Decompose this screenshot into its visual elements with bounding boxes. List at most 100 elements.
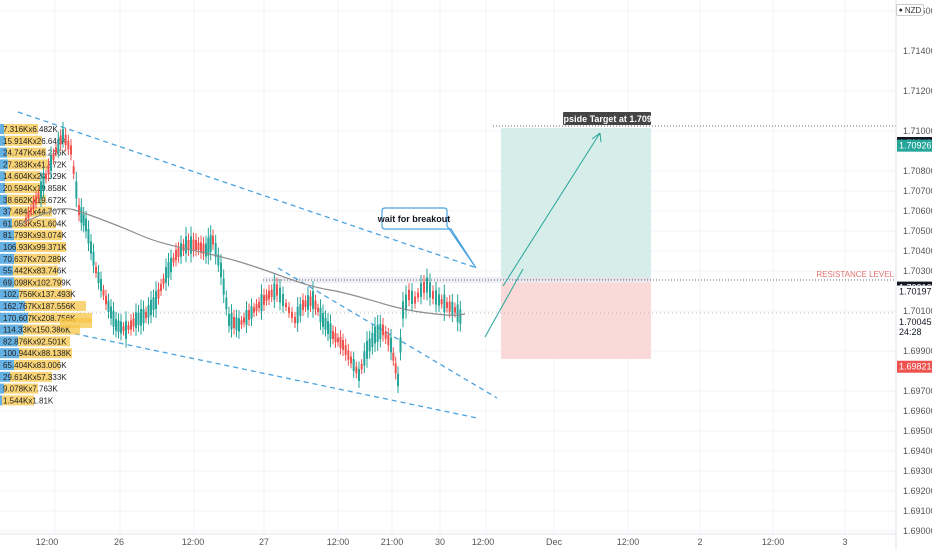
candle-up[interactable] bbox=[363, 351, 366, 366]
candle-up[interactable] bbox=[312, 291, 314, 309]
candle-up[interactable] bbox=[322, 312, 324, 328]
candle-up[interactable] bbox=[167, 262, 170, 278]
candle-down[interactable] bbox=[408, 289, 410, 301]
candle-down[interactable] bbox=[291, 311, 293, 319]
candle-down[interactable] bbox=[265, 294, 268, 301]
candle-down[interactable] bbox=[448, 301, 451, 312]
candle-up[interactable] bbox=[100, 279, 102, 291]
candle-up[interactable] bbox=[170, 257, 172, 273]
candle-down[interactable] bbox=[268, 290, 270, 300]
candle-up[interactable] bbox=[376, 324, 379, 343]
candle-down[interactable] bbox=[52, 153, 55, 160]
candle-down[interactable] bbox=[27, 211, 30, 219]
upper-trendline-ext[interactable] bbox=[277, 267, 498, 399]
candle-down[interactable] bbox=[172, 257, 175, 263]
candle-down[interactable] bbox=[288, 306, 290, 314]
candle-up[interactable] bbox=[235, 317, 238, 331]
candle-down[interactable] bbox=[350, 356, 352, 364]
candle-down[interactable] bbox=[423, 282, 425, 293]
candle-up[interactable] bbox=[97, 271, 100, 284]
candle-up[interactable] bbox=[180, 243, 182, 257]
candle-down[interactable] bbox=[177, 248, 180, 257]
candle-down[interactable] bbox=[197, 242, 200, 250]
candle-down[interactable] bbox=[454, 307, 456, 313]
candle-down[interactable] bbox=[342, 340, 344, 350]
candle-down[interactable] bbox=[200, 242, 202, 253]
candle-down[interactable] bbox=[432, 291, 434, 299]
candle-up[interactable] bbox=[299, 304, 302, 316]
stop-zone[interactable] bbox=[501, 281, 651, 359]
candle-up[interactable] bbox=[80, 207, 83, 223]
target-zone[interactable] bbox=[501, 128, 651, 278]
candlesticks[interactable] bbox=[25, 121, 462, 394]
candle-down[interactable] bbox=[132, 318, 135, 327]
candle-down[interactable] bbox=[187, 240, 190, 250]
candle-up[interactable] bbox=[82, 214, 85, 226]
candle-up[interactable] bbox=[222, 278, 225, 295]
candle-up[interactable] bbox=[137, 312, 140, 325]
candle-up[interactable] bbox=[155, 291, 157, 309]
candle-up[interactable] bbox=[368, 338, 371, 352]
candle-up[interactable] bbox=[220, 262, 222, 278]
candle-down[interactable] bbox=[55, 147, 57, 153]
candle-up[interactable] bbox=[327, 321, 329, 334]
candle-down[interactable] bbox=[414, 296, 416, 304]
candle-down[interactable] bbox=[195, 239, 197, 251]
candle-up[interactable] bbox=[390, 337, 392, 353]
candle-up[interactable] bbox=[147, 304, 150, 318]
candle-down[interactable] bbox=[285, 302, 287, 308]
candle-down[interactable] bbox=[337, 337, 339, 343]
candle-down[interactable] bbox=[309, 296, 312, 306]
candle-down[interactable] bbox=[440, 299, 443, 305]
candle-down[interactable] bbox=[95, 266, 97, 274]
symbol-badge[interactable]: ● NZD bbox=[896, 4, 924, 16]
candle-down[interactable] bbox=[59, 135, 62, 145]
candle-down[interactable] bbox=[294, 316, 296, 324]
candle-up[interactable] bbox=[273, 283, 276, 300]
candle-up[interactable] bbox=[112, 310, 115, 327]
candle-up[interactable] bbox=[117, 320, 120, 332]
candle-up[interactable] bbox=[374, 326, 376, 344]
candle-up[interactable] bbox=[120, 321, 122, 334]
candle-up[interactable] bbox=[207, 237, 210, 256]
candle-up[interactable] bbox=[366, 341, 368, 359]
candle-up[interactable] bbox=[379, 323, 382, 340]
candle-down[interactable] bbox=[145, 311, 147, 319]
candle-up[interactable] bbox=[438, 294, 440, 306]
candle-down[interactable] bbox=[45, 174, 47, 180]
candle-up[interactable] bbox=[260, 293, 263, 312]
candle-down[interactable] bbox=[339, 337, 342, 348]
candle-up[interactable] bbox=[420, 283, 422, 297]
candle-down[interactable] bbox=[255, 304, 258, 311]
candle-down[interactable] bbox=[276, 284, 278, 296]
candle-down[interactable] bbox=[175, 249, 177, 261]
candle-up[interactable] bbox=[411, 291, 413, 304]
candle-down[interactable] bbox=[64, 134, 67, 146]
candle-up[interactable] bbox=[352, 359, 355, 371]
candle-up[interactable] bbox=[230, 313, 233, 330]
candle-up[interactable] bbox=[40, 181, 42, 199]
candle-down[interactable] bbox=[304, 300, 307, 307]
candle-down[interactable] bbox=[105, 295, 107, 305]
candle-up[interactable] bbox=[429, 282, 431, 298]
candle-up[interactable] bbox=[217, 254, 220, 266]
candle-up[interactable] bbox=[296, 306, 299, 324]
candle-down[interactable] bbox=[360, 363, 363, 370]
candle-down[interactable] bbox=[67, 140, 70, 150]
candle-up[interactable] bbox=[75, 181, 78, 199]
candle-down[interactable] bbox=[243, 317, 245, 323]
candle-up[interactable] bbox=[371, 332, 374, 348]
candle-up[interactable] bbox=[324, 317, 327, 330]
candle-down[interactable] bbox=[314, 300, 317, 310]
candle-up[interactable] bbox=[92, 251, 95, 266]
candle-up[interactable] bbox=[214, 243, 217, 257]
candle-down[interactable] bbox=[240, 320, 243, 325]
candle-down[interactable] bbox=[446, 302, 448, 308]
candle-up[interactable] bbox=[399, 337, 402, 353]
candle-up[interactable] bbox=[152, 297, 155, 311]
candle-down[interactable] bbox=[317, 307, 319, 313]
candle-down[interactable] bbox=[344, 345, 347, 355]
candle-down[interactable] bbox=[394, 363, 397, 374]
candle-up[interactable] bbox=[459, 309, 462, 324]
